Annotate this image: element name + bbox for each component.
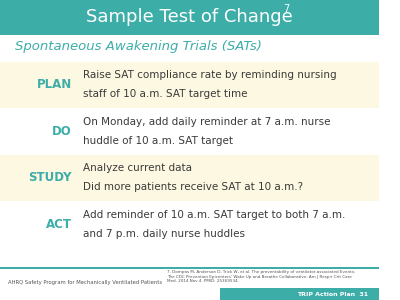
Text: TRIP Action Plan  31: TRIP Action Plan 31 <box>297 292 368 296</box>
Text: staff of 10 a.m. SAT target time: staff of 10 a.m. SAT target time <box>84 89 248 99</box>
Text: Add reminder of 10 a.m. SAT target to both 7 a.m.: Add reminder of 10 a.m. SAT target to bo… <box>84 210 346 220</box>
FancyBboxPatch shape <box>0 154 380 201</box>
FancyBboxPatch shape <box>220 288 380 300</box>
Text: Did more patients receive SAT at 10 a.m.?: Did more patients receive SAT at 10 a.m.… <box>84 182 304 192</box>
FancyBboxPatch shape <box>0 0 380 34</box>
Text: PLAN: PLAN <box>37 78 72 91</box>
Text: Spontaneous Awakening Trials (SATs): Spontaneous Awakening Trials (SATs) <box>15 40 262 53</box>
Text: Sample Test of Change: Sample Test of Change <box>86 8 293 26</box>
FancyBboxPatch shape <box>0 267 380 268</box>
FancyBboxPatch shape <box>0 61 380 108</box>
Text: Raise SAT compliance rate by reminding nursing: Raise SAT compliance rate by reminding n… <box>84 70 337 80</box>
Text: huddle of 10 a.m. SAT target: huddle of 10 a.m. SAT target <box>84 136 234 146</box>
Text: ACT: ACT <box>46 218 72 231</box>
Text: 7: 7 <box>283 4 290 14</box>
FancyBboxPatch shape <box>0 110 380 153</box>
Text: DO: DO <box>52 125 72 138</box>
Text: 7. Dompas M, Anderson D, Trick W, et al. The preventability of ventilator-associ: 7. Dompas M, Anderson D, Trick W, et al.… <box>167 270 355 283</box>
FancyBboxPatch shape <box>0 202 380 246</box>
Text: AHRQ Safety Program for Mechanically Ventilated Patients: AHRQ Safety Program for Mechanically Ven… <box>8 280 162 285</box>
Text: STUDY: STUDY <box>28 171 72 184</box>
Text: and 7 p.m. daily nurse huddles: and 7 p.m. daily nurse huddles <box>84 229 246 239</box>
Text: On Monday, add daily reminder at 7 a.m. nurse: On Monday, add daily reminder at 7 a.m. … <box>84 117 331 127</box>
Text: Analyze current data: Analyze current data <box>84 163 192 173</box>
